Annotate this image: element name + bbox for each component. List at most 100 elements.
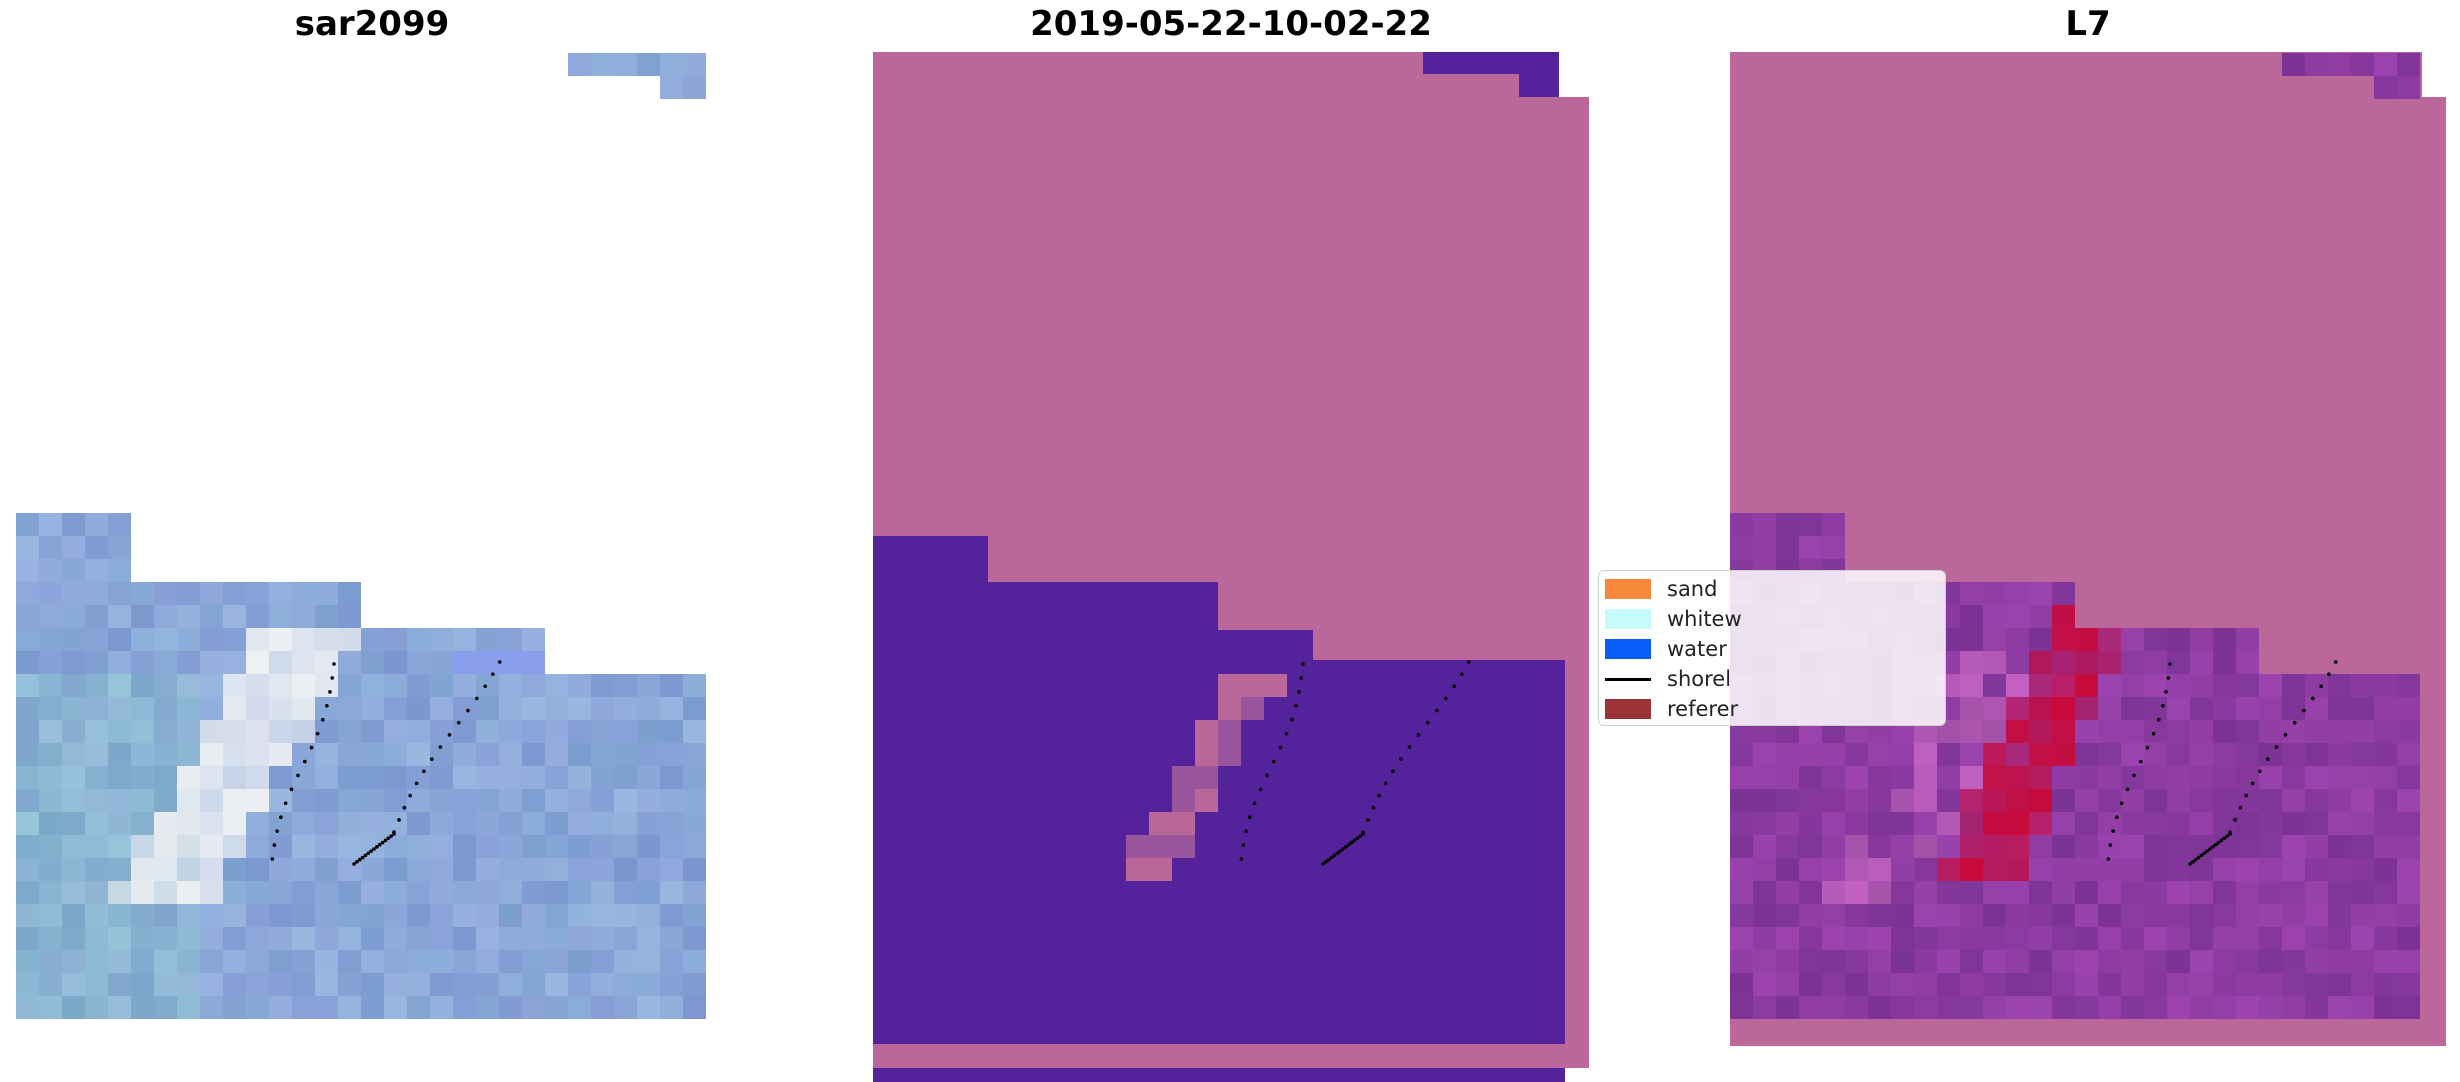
rgb-pixel [39, 582, 62, 605]
index-pixel [1960, 720, 1983, 743]
index-pixel [2029, 789, 2052, 812]
rgb-pixel [430, 996, 453, 1019]
rgb-pixel [223, 927, 246, 950]
index-pixel [1868, 858, 1891, 881]
index-pixel [1730, 881, 1753, 904]
rgb-pixel [338, 996, 361, 1019]
rgb-pixel [200, 881, 223, 904]
index-pixel [2305, 996, 2328, 1019]
shoreline-point [2292, 720, 2297, 725]
sandbar-pixel [1149, 812, 1172, 835]
index-pixel [2167, 674, 2190, 697]
shoreline-point [270, 857, 275, 861]
index-pixel [1914, 858, 1937, 881]
rgb-pixel [361, 812, 384, 835]
rgb-pixel [476, 697, 499, 720]
index-pixel [2351, 789, 2374, 812]
rgb-pixel [315, 743, 338, 766]
index-pixel [1983, 651, 2006, 674]
rgb-pixel [660, 904, 683, 927]
rgb-pixel [85, 766, 108, 789]
rgb-pixel [591, 789, 614, 812]
index-pixel [2213, 858, 2236, 881]
rgb-pixel [614, 812, 637, 835]
index-pixel [1753, 904, 1776, 927]
rgb-pixel [292, 789, 315, 812]
rgb-pixel [269, 605, 292, 628]
index-pixel [1914, 766, 1937, 789]
shoreline-point [2168, 662, 2172, 666]
rgb-pixel [39, 812, 62, 835]
index-pixel [1753, 881, 1776, 904]
index-pixel [2305, 53, 2328, 76]
shoreline-point [1278, 745, 1283, 750]
rgb-pixel [499, 720, 522, 743]
rgb-pixel [591, 53, 614, 76]
shoreline-point [2213, 842, 2218, 847]
index-pixel [2052, 950, 2075, 973]
index-pixel [1983, 812, 2006, 835]
index-pixel [2190, 674, 2213, 697]
index-pixel [2213, 766, 2236, 789]
index-pixel [2190, 881, 2213, 904]
rgb-pixel [292, 973, 315, 996]
rgb-pixel [338, 720, 361, 743]
rgb-pixel [614, 674, 637, 697]
shoreline-point [1371, 805, 1376, 810]
index-pixel [1845, 812, 1868, 835]
rgb-pixel [453, 927, 476, 950]
rgb-pixel [660, 950, 683, 973]
rgb-pixel [85, 789, 108, 812]
rgb-pixel [545, 881, 568, 904]
sandbar-pixel [1172, 812, 1195, 835]
rgb-pixel [683, 996, 706, 1019]
index-pixel [2259, 904, 2282, 927]
rgb-pixel [591, 996, 614, 1019]
rgb-pixel [407, 674, 430, 697]
index-pixel [1822, 766, 1845, 789]
rgb-pixel [154, 950, 177, 973]
index-pixel [2259, 766, 2282, 789]
index-pixel [2397, 927, 2420, 950]
rgb-pixel [453, 743, 476, 766]
rgb-pixel [683, 697, 706, 720]
rgb-pixel [660, 835, 683, 858]
rgb-pixel [637, 881, 660, 904]
shoreline-point [2333, 660, 2338, 664]
rgb-pixel [499, 881, 522, 904]
rgb-pixel [476, 812, 499, 835]
rgb-pixel [614, 720, 637, 743]
rgb-pixel [154, 720, 177, 743]
sandbar-pixel [1172, 835, 1195, 858]
rgb-pixel [246, 858, 269, 881]
index-pixel [1891, 812, 1914, 835]
rgb-pixel [522, 996, 545, 1019]
index-pixel [2006, 950, 2029, 973]
index-pixel [1937, 766, 1960, 789]
shoreline-point [438, 745, 443, 749]
index-pixel [2121, 858, 2144, 881]
index-pixel [2236, 881, 2259, 904]
rgb-pixel [476, 628, 499, 651]
rgb-pixel [637, 927, 660, 950]
rgb-pixel [476, 720, 499, 743]
rgb-pixel [522, 651, 545, 674]
shoreline-point [1361, 830, 1365, 834]
index-pixel [2121, 720, 2144, 743]
index-pixel [2374, 720, 2397, 743]
rgb-pixel [361, 789, 384, 812]
index-pixel [2167, 743, 2190, 766]
index-pixel [1776, 996, 1799, 1019]
rgb-pixel [223, 812, 246, 835]
index-pixel [2213, 904, 2236, 927]
shoreline-line-icon [1605, 669, 1651, 689]
rgb-pixel [200, 605, 223, 628]
index-pixel [2167, 651, 2190, 674]
sandbar-pixel [1172, 766, 1195, 789]
shoreline-point [447, 733, 452, 737]
shoreline-point [357, 857, 362, 862]
shoreline-point [275, 829, 279, 833]
shoreline-point [296, 773, 300, 778]
index-pixel [2259, 812, 2282, 835]
rgb-pixel [407, 697, 430, 720]
